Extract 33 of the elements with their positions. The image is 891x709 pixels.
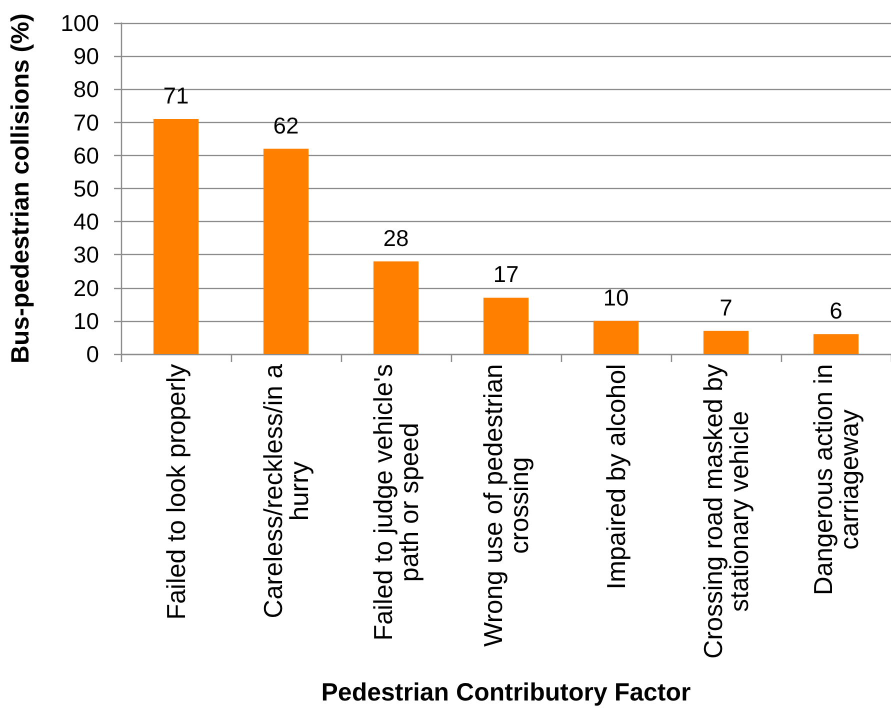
bar [263,148,309,354]
data-label: 7 [720,294,732,320]
bar [703,330,749,354]
data-label: 10 [603,284,629,310]
y-tick-label: 100 [60,10,99,36]
data-label: 62 [273,112,299,138]
bar [593,320,639,354]
y-tick-label: 10 [73,308,99,334]
y-tick-label: 90 [73,43,99,70]
x-tick-label: Failed to judge vehicle's path or speed [368,364,424,641]
data-label: 71 [163,82,189,108]
y-tick-label: 50 [73,176,99,202]
data-label: 17 [493,261,519,288]
x-axis-title: Pedestrian Contributory Factor [321,678,692,706]
y-tick-label: 80 [73,76,99,102]
bar [813,334,859,354]
x-tick-label: Dangerous action in carriageway [808,364,864,596]
y-tick-label: 40 [73,208,99,235]
x-tick-label: Impaired by alcohol [601,364,631,590]
y-tick-label: 20 [73,274,99,301]
bar [483,298,529,354]
y-tick-label: 30 [73,242,99,268]
data-label: 6 [830,298,842,324]
data-label: 28 [383,224,409,251]
y-tick-label: 60 [73,142,99,168]
y-tick-label: 0 [86,341,99,367]
x-tick-label: Wrong use of pedestrian crossing [478,364,534,647]
bar [373,261,419,354]
x-tick-label: Failed to look properly [161,364,191,620]
x-tick-label: Careless/reckless/in a hurry [258,363,314,618]
bar [153,118,199,354]
y-tick-label: 70 [73,109,99,136]
y-axis-title: Bus-pedestrian collisions (%) [6,13,34,364]
